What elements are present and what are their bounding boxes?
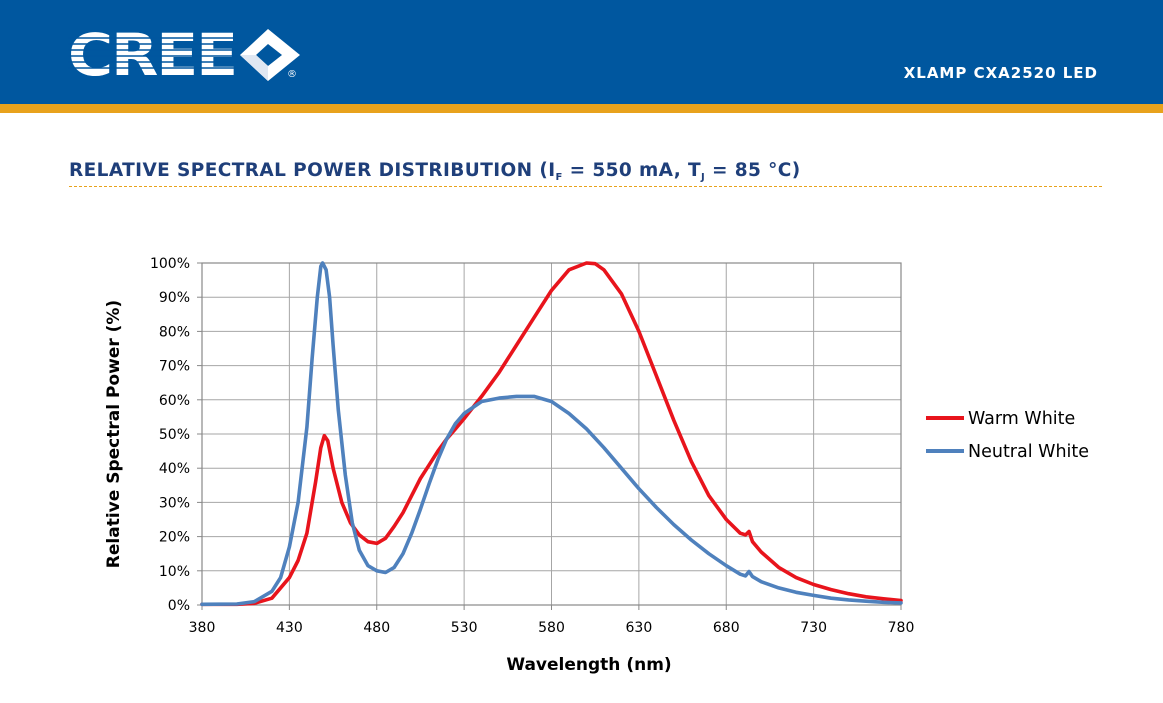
- x-tick-label: 480: [363, 620, 390, 636]
- y-tick-label: 50%: [159, 427, 190, 443]
- x-axis-label: Wavelength (nm): [506, 655, 671, 675]
- series-line-neutral-white: [200, 261, 903, 607]
- title-divider: [69, 186, 1102, 187]
- x-tick-label: 380: [189, 620, 216, 636]
- title-subscript-j: J: [701, 172, 706, 183]
- legend: Warm White Neutral White: [926, 409, 1089, 462]
- y-tick-label: 30%: [159, 495, 190, 511]
- title-subscript-f: F: [555, 172, 563, 183]
- x-tick-label: 630: [626, 620, 653, 636]
- registered-mark: ®: [287, 69, 297, 80]
- y-tick-label: 60%: [159, 393, 190, 409]
- y-tick-label: 20%: [159, 530, 190, 546]
- cree-logo-wordmark: CREE: [68, 25, 236, 85]
- y-tick-label: 100%: [150, 256, 190, 272]
- series-line-warm-white: [200, 261, 903, 607]
- header-bar: [0, 0, 1163, 104]
- section-title: RELATIVE SPECTRAL POWER DISTRIBUTION (IF…: [69, 160, 801, 183]
- y-tick-label: 0%: [168, 598, 190, 614]
- header-accent-stripe: [0, 104, 1163, 113]
- logo-stripes: [68, 37, 238, 69]
- x-tick-label: 780: [888, 620, 915, 636]
- y-tick-label: 90%: [159, 290, 190, 306]
- x-tick-label: 680: [713, 620, 740, 636]
- x-tick-label: 730: [800, 620, 827, 636]
- legend-label-neutral-white: Neutral White: [968, 442, 1089, 462]
- title-prefix: RELATIVE SPECTRAL POWER DISTRIBUTION (I: [69, 160, 556, 181]
- diamond-icon: [240, 29, 300, 81]
- x-tick-labels: 380 430 480 530 580 630 680 730 780: [189, 605, 915, 636]
- legend-label-warm-white: Warm White: [968, 409, 1075, 429]
- product-name: XLAMP CXA2520 LED: [903, 64, 1098, 82]
- y-tick-labels: 0% 10% 20% 30% 40% 50% 60% 70% 80% 90% 100%: [150, 256, 202, 614]
- y-tick-label: 70%: [159, 359, 190, 375]
- cree-logo: CREE ®: [68, 25, 300, 85]
- x-tick-label: 430: [276, 620, 303, 636]
- y-axis-label: Relative Spectral Power (%): [104, 300, 124, 568]
- x-tick-label: 580: [538, 620, 565, 636]
- y-tick-label: 40%: [159, 461, 190, 477]
- y-tick-label: 80%: [159, 324, 190, 340]
- title-mid: = 550 mA, T: [562, 160, 702, 181]
- y-tick-label: 10%: [159, 564, 190, 580]
- x-tick-label: 530: [451, 620, 478, 636]
- title-suffix: = 85 °C): [705, 160, 801, 181]
- series-lines: [200, 261, 903, 607]
